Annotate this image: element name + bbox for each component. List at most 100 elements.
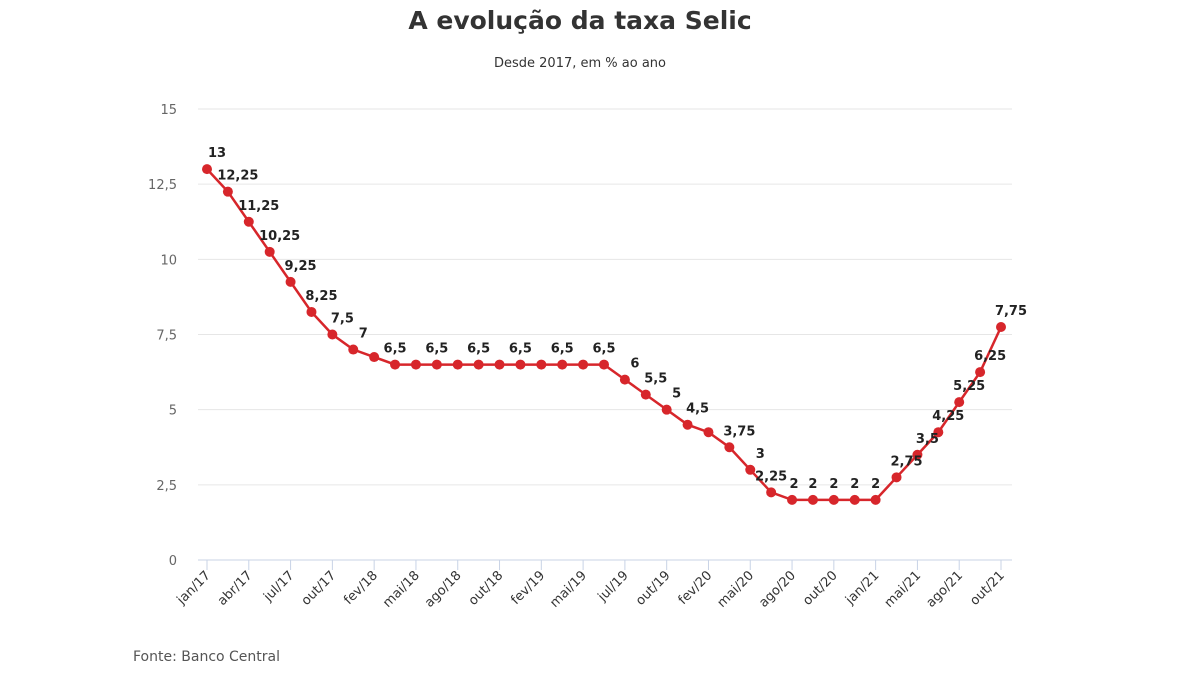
data-label: 6,5 — [551, 342, 574, 357]
data-point — [619, 374, 630, 385]
data-point — [807, 494, 818, 505]
data-label: 4,25 — [932, 409, 964, 424]
data-point — [996, 321, 1006, 332]
data-point — [766, 487, 777, 498]
data-point — [452, 359, 463, 370]
chart-title: A evolução da taxa Selic — [408, 6, 752, 35]
data-label: 5,25 — [953, 379, 985, 394]
x-tick-label: out/18 — [466, 568, 506, 608]
y-tick-label: 15 — [160, 103, 177, 118]
data-label: 6,5 — [467, 342, 490, 357]
data-label: 3,5 — [916, 432, 939, 447]
data-label: 2 — [790, 477, 799, 492]
data-point — [390, 359, 401, 370]
x-tick-label: jul/19 — [595, 568, 632, 605]
y-tick-label: 12,5 — [148, 178, 177, 193]
data-label: 4,5 — [686, 402, 709, 417]
data-label: 5,5 — [644, 372, 667, 387]
data-label: 2 — [871, 477, 880, 492]
data-point — [473, 359, 484, 370]
data-label: 10,25 — [259, 229, 300, 244]
data-point — [975, 367, 986, 378]
x-tick-label: mai/20 — [715, 568, 758, 611]
data-point — [724, 442, 735, 453]
data-label: 3,75 — [723, 424, 755, 439]
x-tick-label: jul/17 — [260, 568, 297, 605]
data-label: 6 — [630, 357, 639, 372]
data-point — [348, 344, 359, 355]
data-point — [933, 427, 944, 438]
x-tick-label: fev/20 — [676, 568, 716, 608]
data-point — [264, 246, 275, 257]
x-tick-label: ago/18 — [422, 568, 464, 610]
x-tick-label: jan/21 — [842, 568, 882, 608]
y-tick-label: 5 — [169, 404, 177, 419]
data-label: 6,5 — [384, 342, 407, 357]
y-tick-label: 2,5 — [156, 479, 177, 494]
data-label: 2 — [808, 477, 817, 492]
data-label: 7,5 — [331, 312, 354, 327]
chart-subtitle: Desde 2017, em % ao ano — [493, 56, 666, 71]
y-tick-label: 7,5 — [156, 329, 177, 344]
data-point — [557, 359, 568, 370]
x-tick-label: abr/17 — [215, 568, 256, 609]
data-label: 5 — [672, 387, 681, 402]
data-point — [828, 494, 839, 505]
data-label: 2,25 — [755, 469, 787, 484]
data-label: 6,5 — [592, 342, 615, 357]
data-point — [954, 397, 965, 408]
data-label: 11,25 — [238, 199, 279, 214]
x-tick-label: out/19 — [633, 568, 673, 608]
data-label: 9,25 — [285, 259, 317, 274]
data-point — [661, 404, 672, 415]
data-point — [431, 359, 442, 370]
data-point — [202, 164, 212, 175]
data-point — [494, 359, 505, 370]
x-tick-label: mai/19 — [547, 568, 590, 611]
data-point — [891, 472, 902, 483]
data-point — [599, 359, 609, 370]
data-label: 7 — [359, 327, 368, 342]
data-point — [222, 186, 233, 197]
data-point — [745, 464, 756, 475]
y-tick-label: 10 — [160, 253, 177, 268]
data-point — [369, 352, 380, 363]
x-tick-label: mai/18 — [380, 568, 423, 611]
data-label: 6,25 — [974, 349, 1006, 364]
x-tick-label: ago/20 — [756, 568, 798, 610]
data-label: 6,5 — [425, 342, 448, 357]
data-point — [787, 494, 798, 505]
x-tick-label: mai/21 — [882, 568, 925, 611]
x-tick-label: fev/19 — [508, 568, 548, 608]
x-tick-label: out/20 — [800, 568, 840, 608]
data-point — [306, 306, 317, 317]
data-point — [578, 359, 589, 370]
data-point — [515, 359, 526, 370]
data-label: 8,25 — [305, 289, 337, 304]
data-label: 2,75 — [890, 454, 922, 469]
data-label: 12,25 — [217, 169, 258, 184]
x-tick-label: fev/18 — [341, 568, 381, 608]
x-tick-label: out/21 — [967, 568, 1007, 608]
data-point — [285, 276, 296, 287]
data-label: 2 — [829, 477, 838, 492]
data-point — [640, 389, 651, 400]
data-point — [912, 449, 923, 460]
x-tick-label: ago/21 — [924, 568, 966, 610]
data-point — [327, 329, 338, 340]
data-label: 3 — [756, 447, 765, 462]
data-point — [682, 419, 693, 430]
data-label: 2 — [850, 477, 859, 492]
source-note: Fonte: Banco Central — [133, 649, 281, 665]
data-label: 13 — [208, 146, 226, 161]
y-tick-label: 0 — [169, 554, 177, 569]
data-point — [243, 216, 254, 227]
x-tick-label: jan/17 — [174, 568, 214, 608]
data-point — [536, 359, 547, 370]
data-label: 7,75 — [995, 304, 1027, 319]
data-point — [849, 494, 860, 505]
data-point — [870, 494, 881, 505]
data-label: 6,5 — [509, 342, 532, 357]
x-tick-label: out/17 — [299, 568, 339, 608]
